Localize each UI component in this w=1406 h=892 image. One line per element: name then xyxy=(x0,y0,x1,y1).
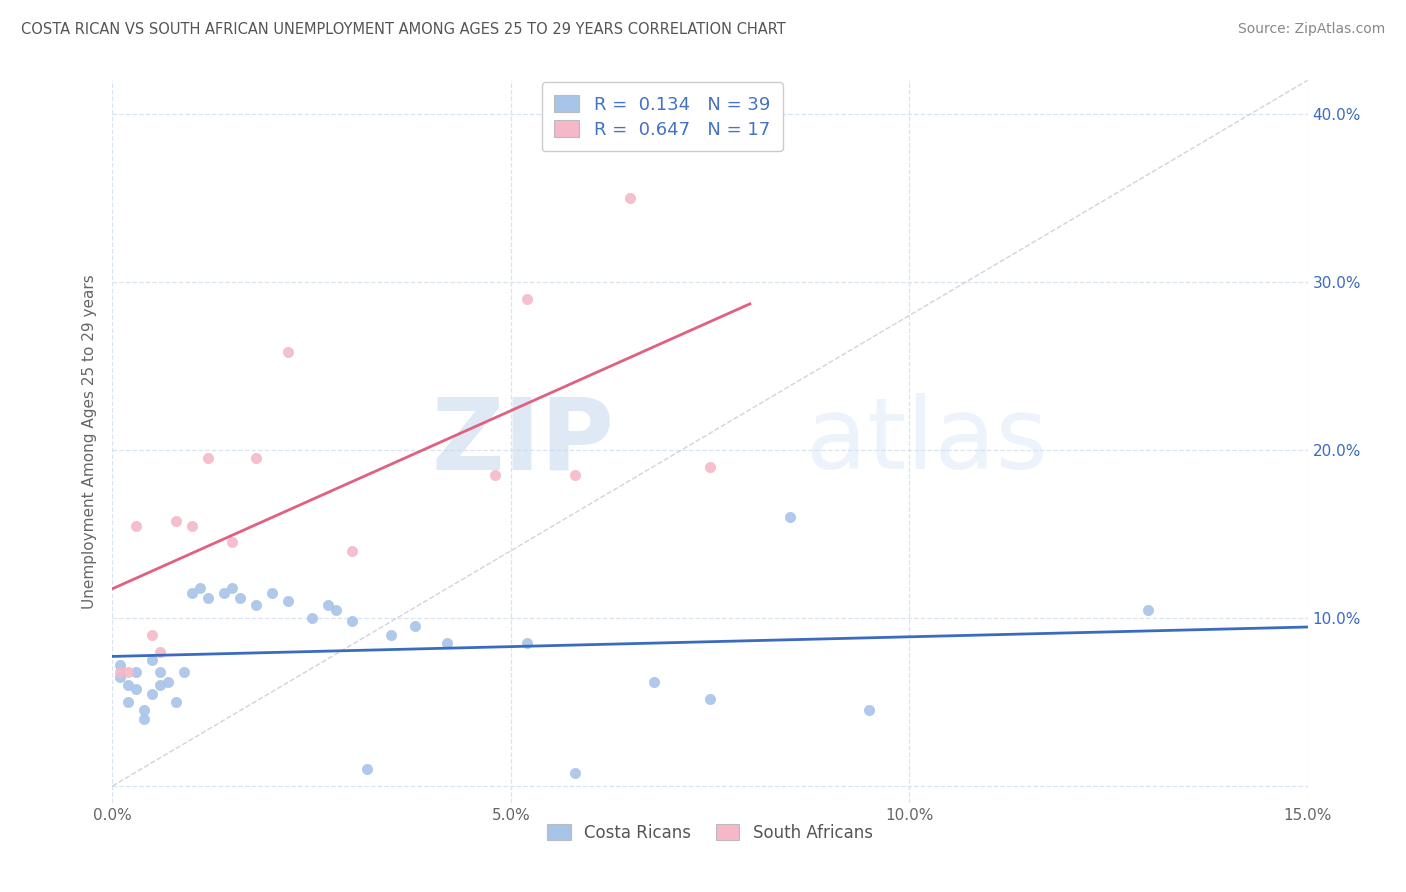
Legend: Costa Ricans, South Africans: Costa Ricans, South Africans xyxy=(541,817,879,848)
Point xyxy=(141,687,163,701)
Point xyxy=(619,191,641,205)
Point xyxy=(564,468,586,483)
Point xyxy=(157,674,180,689)
Text: Source: ZipAtlas.com: Source: ZipAtlas.com xyxy=(1237,22,1385,37)
Point xyxy=(1137,602,1160,616)
Point xyxy=(149,644,172,658)
Point xyxy=(516,292,538,306)
Point xyxy=(564,765,586,780)
Point xyxy=(245,451,267,466)
Point xyxy=(699,459,721,474)
Point xyxy=(149,678,172,692)
Text: atlas: atlas xyxy=(806,393,1047,490)
Point xyxy=(325,602,347,616)
Text: COSTA RICAN VS SOUTH AFRICAN UNEMPLOYMENT AMONG AGES 25 TO 29 YEARS CORRELATION : COSTA RICAN VS SOUTH AFRICAN UNEMPLOYMEN… xyxy=(21,22,786,37)
Point xyxy=(516,636,538,650)
Point xyxy=(117,678,139,692)
Point xyxy=(221,581,243,595)
Point xyxy=(197,591,219,605)
Point xyxy=(125,681,148,696)
Point xyxy=(221,535,243,549)
Point xyxy=(212,586,235,600)
Point xyxy=(858,703,880,717)
Point xyxy=(181,586,204,600)
Point xyxy=(277,594,299,608)
Point xyxy=(699,691,721,706)
Point xyxy=(436,636,458,650)
Point xyxy=(643,674,665,689)
Point xyxy=(229,591,252,605)
Point xyxy=(260,586,283,600)
Point xyxy=(245,598,267,612)
Point xyxy=(149,665,172,679)
Point xyxy=(117,665,139,679)
Point xyxy=(117,695,139,709)
Text: ZIP: ZIP xyxy=(432,393,614,490)
Point xyxy=(316,598,339,612)
Point xyxy=(277,345,299,359)
Point xyxy=(110,658,132,673)
Point xyxy=(197,451,219,466)
Point xyxy=(301,611,323,625)
Point xyxy=(134,712,156,726)
Y-axis label: Unemployment Among Ages 25 to 29 years: Unemployment Among Ages 25 to 29 years xyxy=(82,274,97,609)
Point xyxy=(141,628,163,642)
Point xyxy=(779,510,801,524)
Point xyxy=(404,619,426,633)
Point xyxy=(380,628,402,642)
Point xyxy=(340,615,363,629)
Point xyxy=(181,518,204,533)
Point xyxy=(125,518,148,533)
Point xyxy=(110,670,132,684)
Point xyxy=(125,665,148,679)
Point xyxy=(188,581,211,595)
Point xyxy=(165,514,187,528)
Point xyxy=(165,695,187,709)
Point xyxy=(484,468,506,483)
Point xyxy=(141,653,163,667)
Point xyxy=(173,665,195,679)
Point xyxy=(340,543,363,558)
Point xyxy=(134,703,156,717)
Point xyxy=(356,762,378,776)
Point xyxy=(110,665,132,679)
